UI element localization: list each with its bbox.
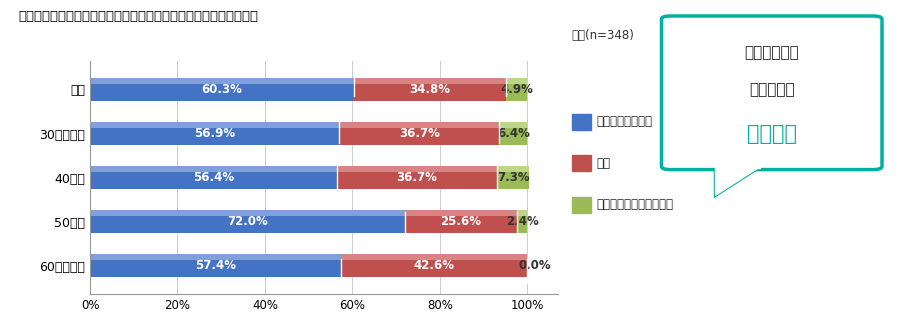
Bar xyxy=(339,122,500,128)
Bar xyxy=(339,122,500,145)
Text: 0.0%: 0.0% xyxy=(518,259,552,272)
Bar xyxy=(90,166,337,172)
Text: 事業者選択の: 事業者選択の xyxy=(744,45,799,60)
Bar xyxy=(517,210,527,216)
Bar xyxy=(90,78,354,84)
Text: 60.3%: 60.3% xyxy=(202,83,242,96)
Bar xyxy=(90,254,341,260)
Text: 36.7%: 36.7% xyxy=(399,127,439,140)
Text: しやすさで: しやすさで xyxy=(749,82,795,97)
Text: 4.9%: 4.9% xyxy=(500,83,533,96)
Bar xyxy=(90,78,354,101)
Bar xyxy=(497,166,529,172)
Text: 36.7%: 36.7% xyxy=(397,171,437,184)
Text: 2.4%: 2.4% xyxy=(506,215,538,228)
Bar xyxy=(405,210,517,233)
Bar xyxy=(341,254,527,260)
Bar xyxy=(506,78,527,84)
Bar xyxy=(354,78,506,84)
Bar xyxy=(90,166,337,189)
Text: 普通: 普通 xyxy=(597,157,611,170)
Bar xyxy=(90,210,405,216)
Text: 56.9%: 56.9% xyxy=(194,127,235,140)
Bar xyxy=(90,254,341,277)
Text: 42.6%: 42.6% xyxy=(414,259,454,272)
Text: 34.8%: 34.8% xyxy=(410,83,450,96)
Text: 高評価！: 高評価！ xyxy=(747,124,796,144)
Text: 6.4%: 6.4% xyxy=(497,127,530,140)
Bar xyxy=(337,166,497,189)
Text: 【事業者選択の容易さ／見積を依頼する事業者の選択＜年代別＞】: 【事業者選択の容易さ／見積を依頼する事業者の選択＜年代別＞】 xyxy=(18,10,258,23)
Bar xyxy=(500,122,527,145)
Text: 72.0%: 72.0% xyxy=(227,215,268,228)
Bar xyxy=(90,122,339,128)
Bar xyxy=(341,254,527,277)
Bar xyxy=(497,166,529,189)
Bar xyxy=(517,210,527,233)
Text: スムーズにできた: スムーズにできた xyxy=(597,115,652,128)
Bar xyxy=(337,166,497,172)
Bar xyxy=(506,78,527,101)
Bar xyxy=(90,122,339,145)
Text: 56.4%: 56.4% xyxy=(193,171,234,184)
Text: 57.4%: 57.4% xyxy=(195,259,236,272)
Bar xyxy=(354,78,506,101)
Text: スムーズにできなかった: スムーズにできなかった xyxy=(597,198,674,211)
Text: 25.6%: 25.6% xyxy=(440,215,482,228)
Bar xyxy=(90,210,405,233)
Bar xyxy=(500,122,527,128)
Bar xyxy=(405,210,517,216)
Text: 全体(n=348): 全体(n=348) xyxy=(572,29,634,42)
Text: 7.3%: 7.3% xyxy=(497,171,529,184)
